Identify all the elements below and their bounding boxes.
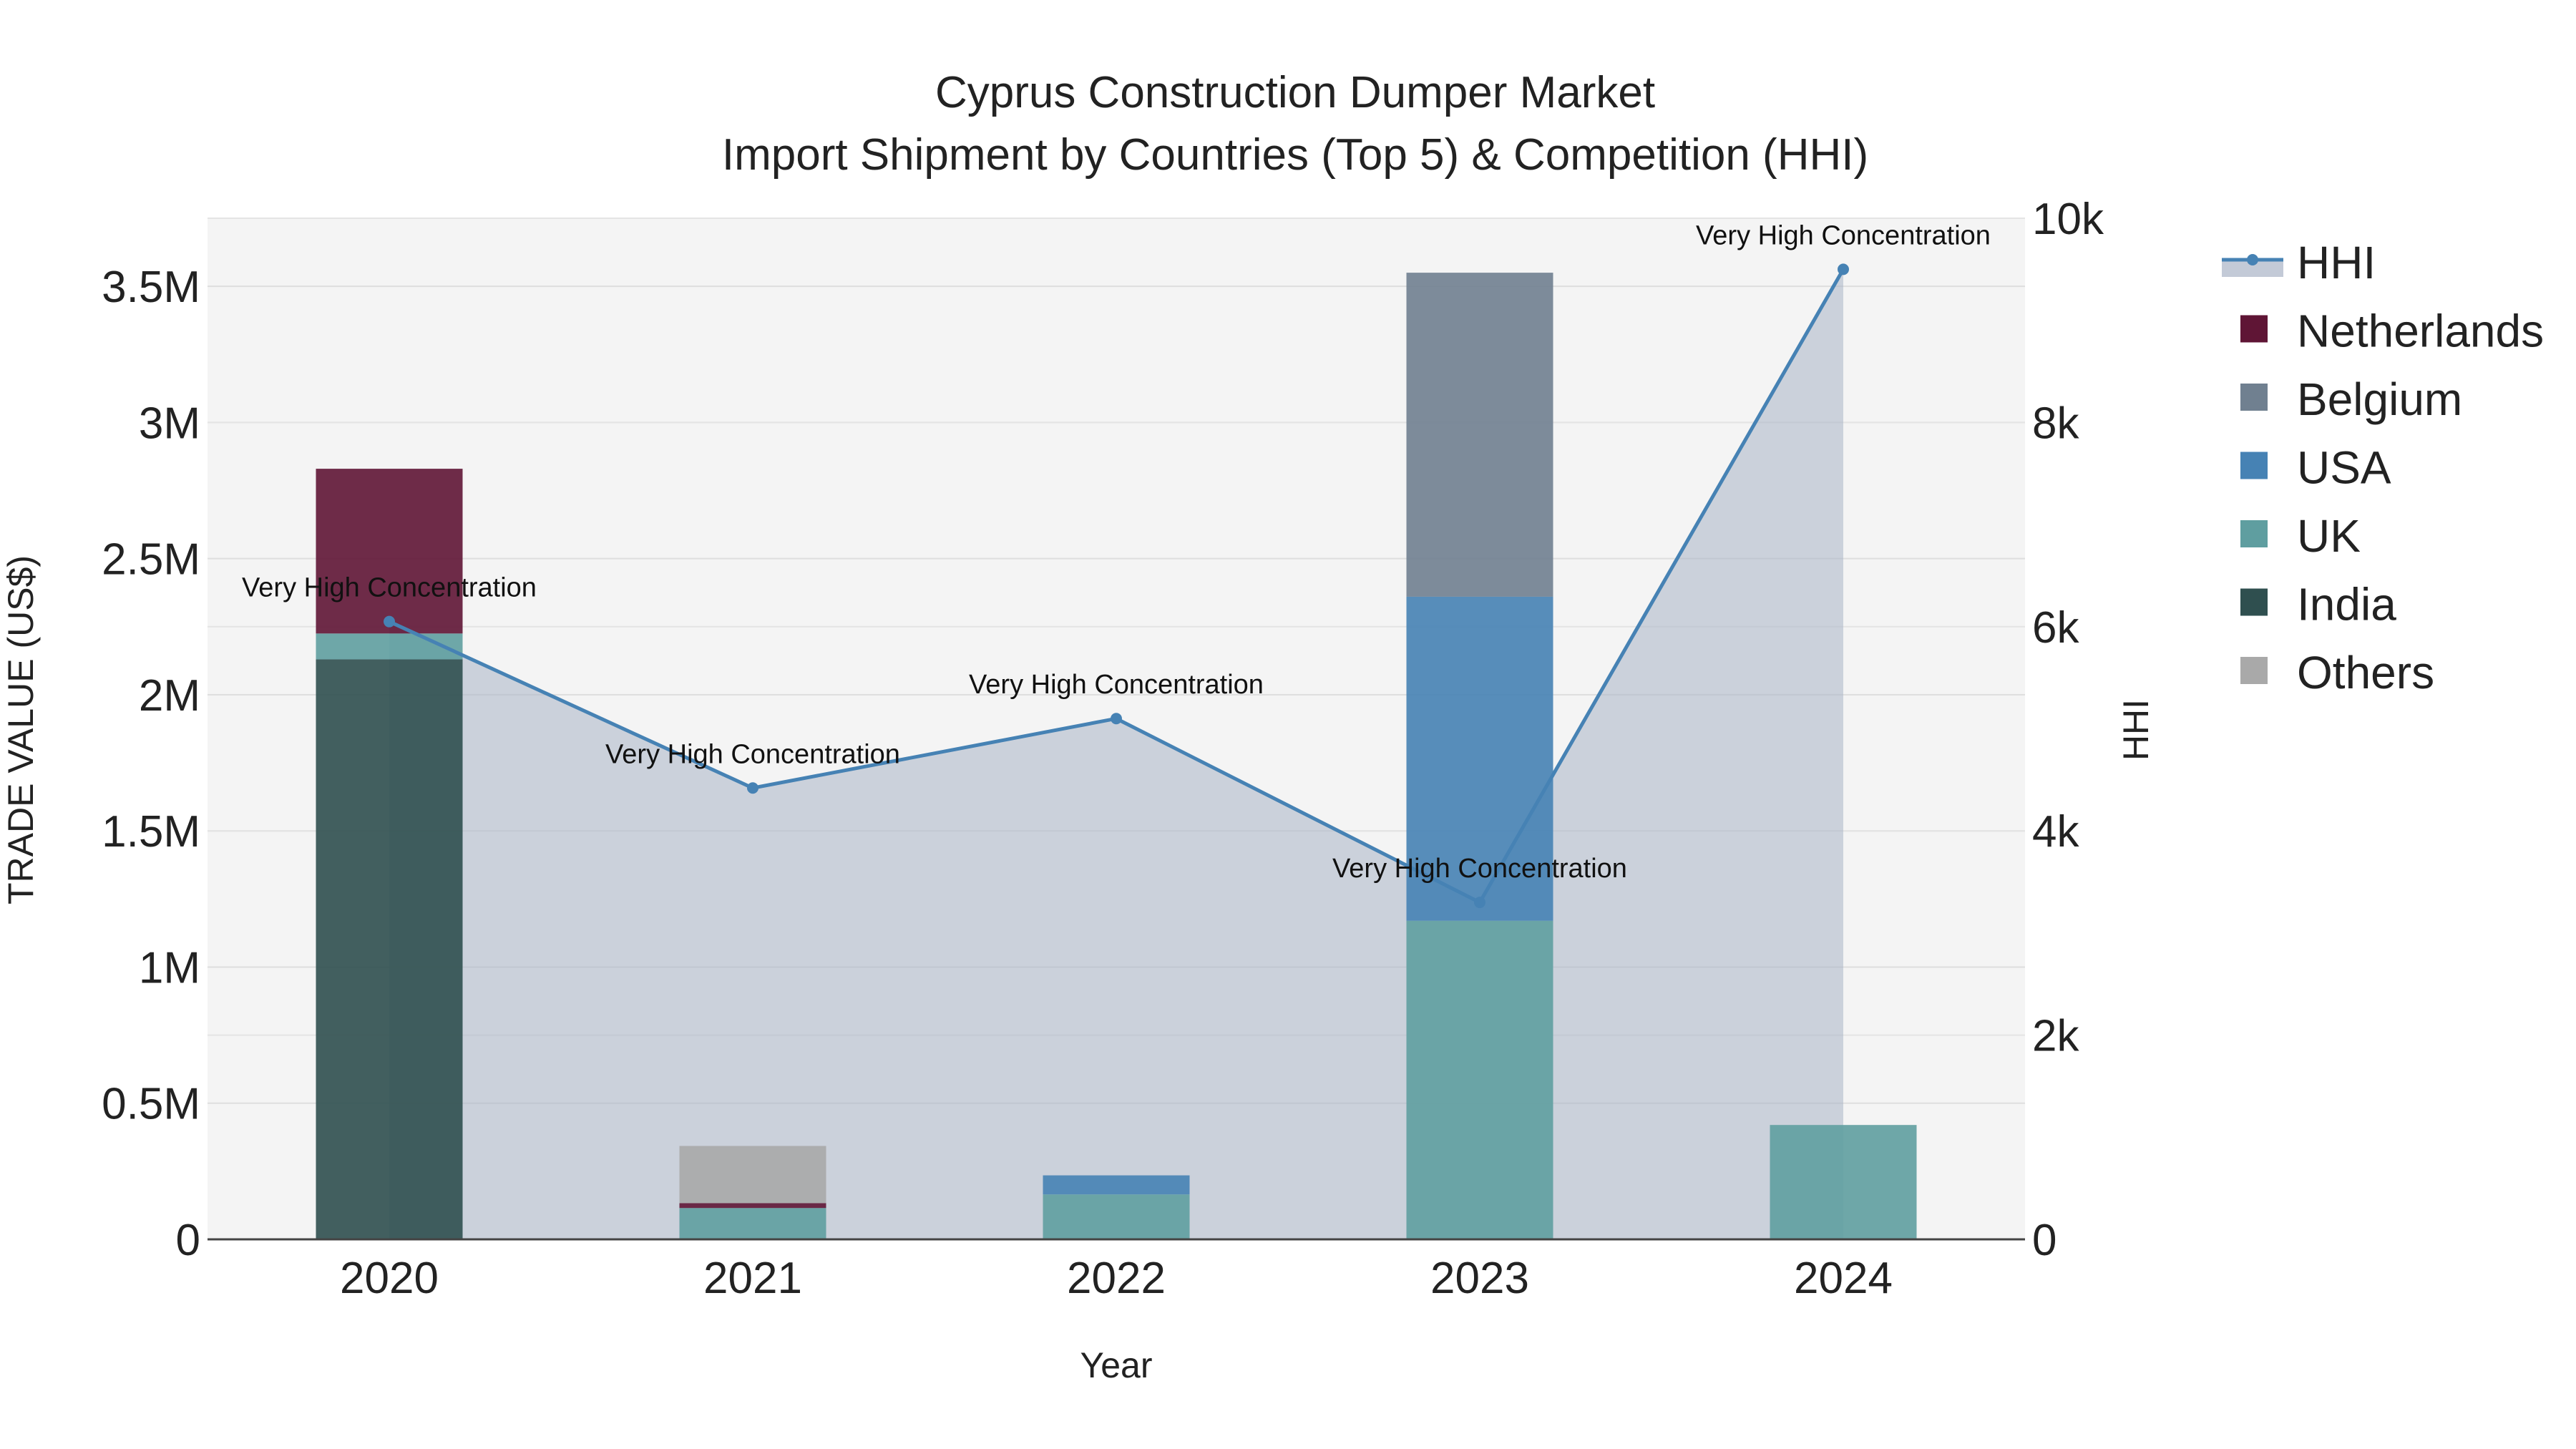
hhi-annotation-2020: Very High Concentration: [242, 573, 537, 603]
chart-subtitle: Import Shipment by Countries (Top 5) & C…: [722, 130, 1868, 180]
bar-uk-2023: [1406, 920, 1553, 1239]
legend-label-usa: USA: [2297, 442, 2391, 494]
y-axis-ticks: 0 0.5M 1M 1.5M 2M 2.5M 3M 3.5M: [102, 263, 200, 1265]
legend-label-hhi: HHI: [2297, 237, 2376, 288]
bar-usa-2022: [1043, 1175, 1190, 1195]
y2-tick-label: 6k: [2032, 603, 2079, 653]
y-tick-label: 3.5M: [102, 263, 200, 312]
legend-label-netherlands: Netherlands: [2297, 306, 2544, 357]
bar-others-2021: [679, 1146, 826, 1204]
x-tick-label: 2021: [703, 1254, 802, 1303]
y-tick-label: 3M: [139, 399, 200, 448]
legend-swatch-usa: [2240, 452, 2268, 479]
y2-tick-label: 2k: [2032, 1012, 2079, 1061]
legend-label-uk: UK: [2297, 510, 2361, 562]
hhi-point-2022: [1111, 713, 1122, 725]
x-tick-label: 2024: [1794, 1254, 1893, 1303]
legend-label-others: Others: [2297, 647, 2434, 698]
legend-swatch-netherlands: [2240, 315, 2268, 343]
hhi-annotation-2022: Very High Concentration: [969, 670, 1264, 700]
y2-axis-ticks: 0 2k 4k 6k 8k 10k: [2032, 195, 2104, 1265]
x-tick-label: 2023: [1430, 1254, 1529, 1303]
bar-india-2020: [316, 659, 463, 1239]
hhi-annotation-2021: Very High Concentration: [605, 739, 900, 769]
hhi-point-2023: [1474, 897, 1485, 909]
y-tick-label: 1M: [139, 943, 200, 992]
y-tick-label: 2.5M: [102, 535, 200, 585]
bar-netherlands-2021: [679, 1203, 826, 1209]
y-tick-label: 0.5M: [102, 1080, 200, 1129]
hhi-point-2024: [1838, 263, 1849, 275]
bars: [316, 273, 1917, 1239]
y2-tick-label: 10k: [2032, 195, 2104, 244]
legend: HHI Netherlands Belgium USA UK India Others: [2222, 237, 2544, 698]
y-tick-label: 1.5M: [102, 807, 200, 857]
hhi-line: [384, 263, 1849, 909]
hhi-annotations: Very High Concentration Very High Concent…: [242, 220, 1991, 884]
y2-tick-label: 8k: [2032, 399, 2079, 448]
y-axis-title: TRADE VALUE (US$): [1, 555, 41, 904]
chart-title: Cyprus Construction Dumper Market: [935, 68, 1655, 117]
y2-tick-label: 0: [2032, 1216, 2057, 1265]
bar-netherlands-2020: [316, 469, 463, 634]
legend-label-belgium: Belgium: [2297, 374, 2462, 425]
bar-uk-2021: [679, 1208, 826, 1239]
bar-usa-2023: [1406, 596, 1553, 921]
legend-swatch-uk: [2240, 520, 2268, 547]
x-tick-label: 2022: [1067, 1254, 1166, 1303]
bar-belgium-2023: [1406, 273, 1553, 597]
x-axis-title: Year: [1080, 1345, 1152, 1385]
hhi-point-2021: [747, 782, 758, 794]
bar-uk-2024: [1770, 1125, 1917, 1239]
hhi-annotation-2023: Very High Concentration: [1332, 854, 1627, 884]
y-tick-label: 0: [176, 1216, 200, 1265]
y-tick-label: 2M: [139, 671, 200, 721]
y2-axis-title: HHI: [2116, 699, 2156, 761]
x-axis-ticks: 2020 2021 2022 2023 2024: [340, 1254, 1893, 1303]
legend-hhi-marker: [2247, 254, 2258, 265]
legend-swatch-others: [2240, 657, 2268, 684]
y2-tick-label: 4k: [2032, 807, 2079, 857]
bar-uk-2020: [316, 633, 463, 660]
hhi-point-2020: [384, 615, 395, 628]
hhi-annotation-2024: Very High Concentration: [1696, 220, 1991, 250]
legend-label-india: India: [2297, 579, 2396, 630]
x-tick-label: 2020: [340, 1254, 439, 1303]
legend-swatch-india: [2240, 588, 2268, 616]
legend-swatch-belgium: [2240, 384, 2268, 411]
bar-uk-2022: [1043, 1194, 1190, 1239]
